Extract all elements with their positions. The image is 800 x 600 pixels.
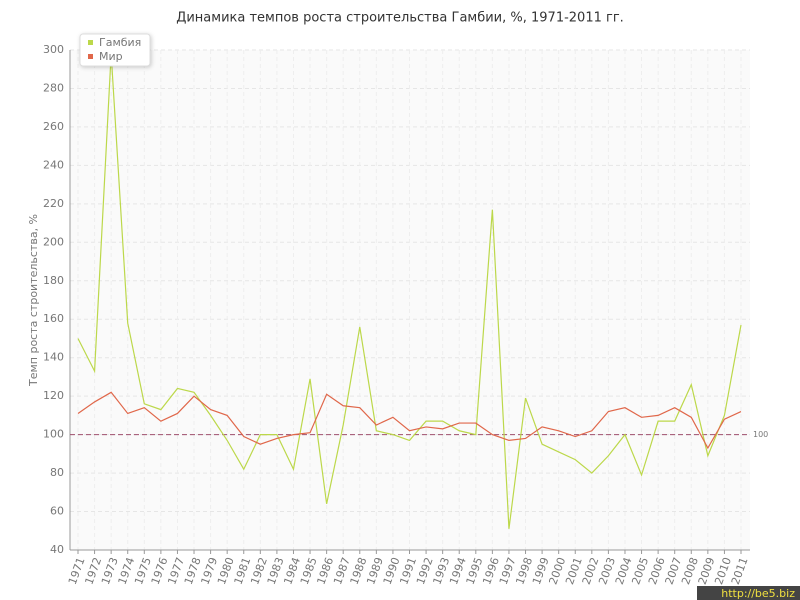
watermark: http://be5.biz bbox=[721, 587, 795, 600]
series-line bbox=[77, 53, 742, 529]
plot-background bbox=[70, 50, 750, 550]
y-tick-label: 240 bbox=[43, 158, 64, 171]
y-tick-label: 100 bbox=[43, 428, 64, 441]
y-tick-label: 140 bbox=[43, 351, 64, 364]
legend-label: Гамбия bbox=[99, 36, 141, 49]
y-tick-label: 120 bbox=[43, 389, 64, 402]
y-tick-label: 260 bbox=[43, 120, 64, 133]
y-tick-label: 200 bbox=[43, 235, 64, 248]
y-tick-label: 60 bbox=[50, 505, 64, 518]
y-tick-label: 180 bbox=[43, 274, 64, 287]
watermark-bg bbox=[697, 586, 800, 600]
chart-title: Динамика темпов роста строительства Гамб… bbox=[176, 11, 624, 26]
y-tick-label: 160 bbox=[43, 312, 64, 325]
legend-swatch bbox=[88, 54, 93, 59]
y-tick-label: 280 bbox=[43, 81, 64, 94]
reference-label: 100 bbox=[753, 430, 768, 439]
y-tick-label: 40 bbox=[50, 543, 64, 556]
y-tick-label: 300 bbox=[43, 43, 64, 56]
y-tick-label: 220 bbox=[43, 197, 64, 210]
legend-box bbox=[79, 33, 151, 67]
series-line bbox=[77, 391, 742, 450]
y-axis-label: Темп роста строительства, % bbox=[27, 214, 40, 387]
legend-swatch bbox=[88, 40, 93, 45]
y-tick-label: 80 bbox=[50, 466, 64, 479]
legend-label: Мир bbox=[99, 50, 123, 63]
